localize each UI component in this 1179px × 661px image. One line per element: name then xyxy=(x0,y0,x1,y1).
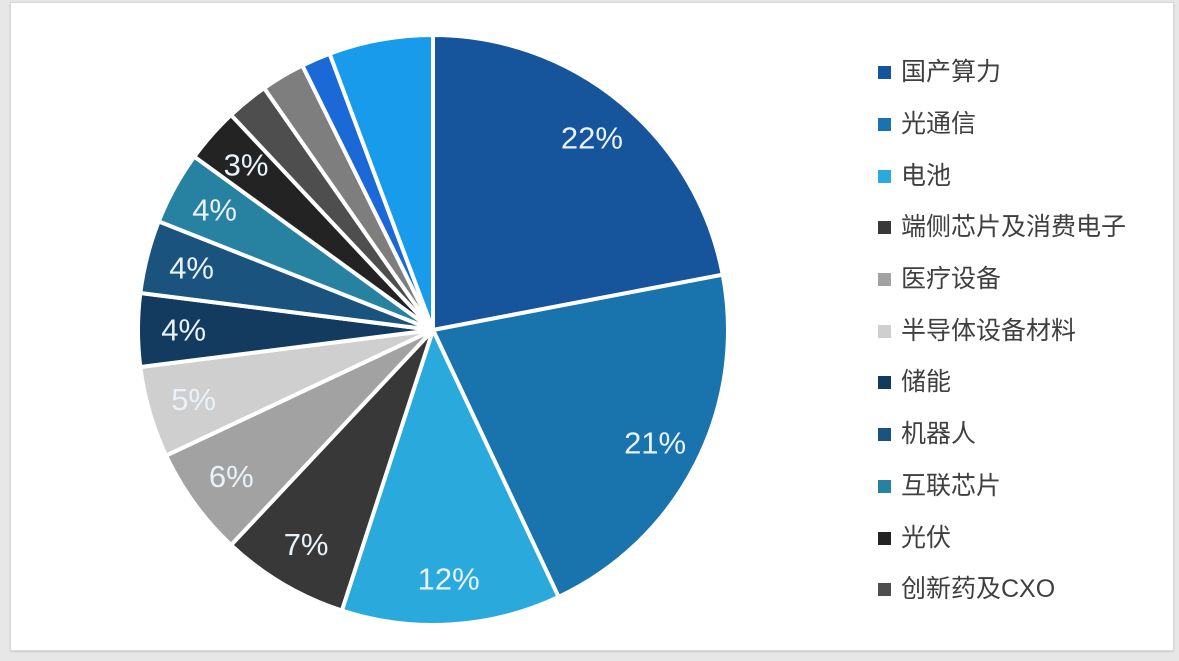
legend-item-label: 端侧芯片及消费电子 xyxy=(901,213,1127,242)
pie-slice-label: 4% xyxy=(169,251,214,286)
pie-slice-label: 12% xyxy=(418,561,480,596)
pie-slice xyxy=(431,32,726,333)
pie-slice-label: 22% xyxy=(561,120,623,155)
legend-marker-icon xyxy=(878,169,891,183)
legend-item: 医疗设备 xyxy=(878,254,1126,306)
legend-item-label: 互联芯片 xyxy=(901,471,1002,500)
legend-item: 互联芯片 xyxy=(878,461,1126,513)
legend-marker-icon xyxy=(878,376,891,390)
pie-slice-label: 21% xyxy=(624,426,686,461)
legend-item-label: 光通信 xyxy=(901,110,977,139)
pie-slice-label: 4% xyxy=(161,313,206,348)
legend-item: 光伏 xyxy=(878,512,1126,564)
pie-slice-label: 4% xyxy=(192,192,237,227)
legend-item-label: 半导体设备材料 xyxy=(901,316,1077,345)
pie-slice-label: 5% xyxy=(171,382,216,417)
legend-item: 国产算力 xyxy=(878,47,1126,99)
legend-marker-icon xyxy=(878,479,891,493)
legend-marker-icon xyxy=(878,118,891,132)
legend-marker-icon xyxy=(878,221,891,235)
legend-marker-icon xyxy=(878,324,891,338)
legend-item-label: 机器人 xyxy=(901,420,977,449)
legend-marker-icon xyxy=(878,583,891,597)
pie-slice xyxy=(327,32,435,331)
legend-item: 储能 xyxy=(878,357,1126,409)
legend-marker-icon xyxy=(878,273,891,287)
legend-item: 机器人 xyxy=(878,409,1126,461)
legend-item: 电池 xyxy=(878,150,1126,202)
legend-item-label: 电池 xyxy=(901,161,952,190)
legend-item-label: 光伏 xyxy=(901,523,952,552)
legend-item-label: 创新药及CXO xyxy=(901,575,1056,604)
pie-slice xyxy=(228,328,435,614)
pie-slice-label: 6% xyxy=(209,459,254,494)
legend-marker-icon xyxy=(878,428,891,442)
legend-item: 半导体设备材料 xyxy=(878,305,1126,357)
pie-slice xyxy=(430,272,730,600)
legend-marker-icon xyxy=(878,66,891,80)
legend-item: 端侧芯片及消费电子 xyxy=(878,202,1126,254)
pie-slice-label: 7% xyxy=(284,527,329,562)
legend-item-label: 储能 xyxy=(901,368,952,397)
legend-item: 光通信 xyxy=(878,99,1126,151)
legend-item-label: 医疗设备 xyxy=(901,265,1002,294)
legend-marker-icon xyxy=(878,531,891,545)
legend-item-label: 国产算力 xyxy=(901,58,1002,87)
pie-slice xyxy=(339,324,562,627)
chart-legend: 国产算力光通信电池端侧芯片及消费电子 医疗设备半导体设备材料 储能机器人互联芯片光伏… xyxy=(878,47,1126,616)
legend-item: 创新药及CXO xyxy=(878,564,1126,616)
pie-slice-label: 3% xyxy=(224,148,269,183)
